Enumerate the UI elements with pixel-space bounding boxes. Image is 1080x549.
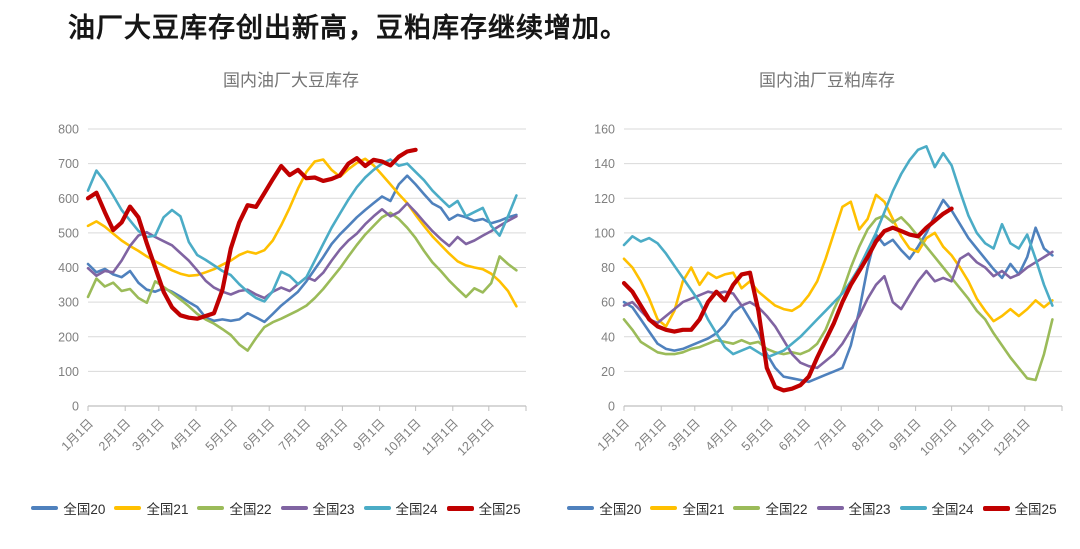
legend-item-全国24: 全国24	[363, 498, 438, 518]
x-axis-tick-label: 1月1日	[59, 416, 96, 453]
legend-swatch-全国25	[446, 505, 474, 511]
y-axis-tick-label: 120	[594, 192, 615, 206]
series-line-全国22	[622, 214, 1054, 382]
y-axis-tick-label: 60	[601, 296, 615, 310]
legend-label: 全国20	[63, 502, 106, 517]
legend-swatch-全国20	[31, 506, 59, 510]
series-line-全国25	[621, 206, 954, 393]
legend-item-全国22: 全国22	[197, 498, 272, 518]
x-axis-tick-label: 3月1日	[666, 416, 703, 453]
x-axis-tick-label: 6月1日	[240, 416, 277, 453]
legend-swatch-全国25	[982, 505, 1010, 511]
legend-item-全国21: 全国21	[650, 498, 724, 518]
legend-swatch-全国23	[816, 506, 844, 510]
series-line-全国20	[86, 174, 518, 324]
y-axis-tick-label: 40	[601, 330, 615, 344]
x-axis-tick-label: 2月1日	[632, 416, 669, 453]
chart-soybean-inventory: 国内油厂大豆库存 0 100 200 300 400 500 600 700 800 1月1日 2月…	[20, 68, 532, 518]
x-axis-tick-label: 12月1日	[455, 416, 497, 458]
legend-item-全国24: 全国24	[899, 498, 974, 518]
x-axis-tick-label: 7月1日	[276, 416, 313, 453]
y-axis-tick-label: 100	[58, 365, 79, 379]
legend-item-全国23: 全国23	[280, 498, 355, 518]
legend-swatch-全国22	[733, 506, 761, 510]
y-axis-tick-label: 100	[594, 226, 615, 240]
page-title: 油厂大豆库存创出新高，豆粕库存继续增加。	[68, 13, 628, 44]
legend-item-全国21: 全国21	[114, 498, 188, 518]
y-axis-tick-label: 140	[594, 157, 615, 171]
y-axis-tick-label: 400	[58, 261, 79, 275]
series-line-全国20	[622, 198, 1054, 384]
soybean-chart-legend: 全国20 全国21 全国22 全国23 全国24 全国25	[20, 498, 532, 518]
y-axis-tick-label: 0	[72, 400, 79, 414]
legend-label: 全国21	[682, 502, 725, 517]
chart-title-soymeal: 国内油厂豆粕库存	[759, 71, 895, 90]
series-line-全国25	[85, 147, 418, 321]
chart-title-soybean: 国内油厂大豆库存	[223, 71, 359, 90]
legend-swatch-全国21	[114, 506, 142, 510]
y-axis-tick-label: 20	[601, 365, 615, 379]
x-axis-tick-label: 11月1日	[419, 416, 461, 458]
legend-label: 全国21	[146, 502, 189, 517]
legend-label: 全国25	[478, 502, 521, 517]
y-axis-tick-label: 600	[58, 192, 79, 206]
legend-label: 全国24	[395, 502, 438, 517]
x-axis-tick-label: 10月1日	[381, 416, 423, 458]
legend-item-全国20: 全国20	[31, 498, 105, 518]
legend-item-全国25: 全国25	[446, 498, 521, 518]
series-line-全国21	[622, 193, 1054, 328]
legend-label: 全国23	[848, 502, 891, 517]
x-axis-tick-label: 2月1日	[96, 416, 133, 453]
x-axis-tick-label: 4月1日	[167, 416, 204, 453]
chart-soymeal-inventory: 国内油厂豆粕库存 0 20 40 60 80 100 120 140 160 1月1日 2月1日 3月…	[556, 68, 1068, 518]
legend-label: 全国25	[1014, 502, 1057, 517]
legend-swatch-全国20	[567, 506, 595, 510]
y-axis-tick-label: 800	[58, 123, 79, 137]
legend-label: 全国22	[765, 502, 808, 517]
y-axis-tick-label: 80	[601, 261, 615, 275]
x-axis-tick-label: 12月1日	[991, 416, 1033, 458]
y-axis-tick-label: 200	[58, 330, 79, 344]
legend-label: 全国24	[931, 502, 974, 517]
y-axis-tick-label: 700	[58, 157, 79, 171]
series-line-全国24	[86, 158, 518, 303]
legend-item-全国25: 全国25	[982, 498, 1057, 518]
x-axis-tick-label: 8月1日	[313, 416, 350, 453]
x-axis-tick-label: 7月1日	[812, 416, 849, 453]
y-axis-tick-label: 160	[594, 123, 615, 137]
legend-swatch-全国21	[650, 506, 678, 510]
soymeal-chart-legend: 全国20 全国21 全国22 全国23 全国24 全国25	[556, 498, 1068, 518]
legend-swatch-全国22	[197, 506, 225, 510]
x-axis-tick-label: 10月1日	[917, 416, 959, 458]
x-axis-tick-label: 6月1日	[776, 416, 813, 453]
legend-item-全国20: 全国20	[567, 498, 641, 518]
legend-swatch-全国24	[899, 506, 927, 510]
legend-swatch-全国23	[280, 506, 308, 510]
legend-label: 全国23	[312, 502, 355, 517]
legend-label: 全国22	[229, 502, 272, 517]
series-line-全国21	[86, 157, 518, 308]
x-axis-tick-label: 8月1日	[849, 416, 886, 453]
legend-item-全国22: 全国22	[733, 498, 808, 518]
series-line-全国24	[622, 144, 1054, 359]
y-axis-tick-label: 0	[608, 400, 615, 414]
x-axis-tick-label: 5月1日	[203, 416, 240, 453]
x-axis-tick-label: 3月1日	[130, 416, 167, 453]
legend-swatch-全国24	[363, 506, 391, 510]
x-axis-tick-label: 4月1日	[703, 416, 740, 453]
legend-item-全国23: 全国23	[816, 498, 891, 518]
y-axis-tick-label: 500	[58, 226, 79, 240]
legend-label: 全国20	[599, 502, 642, 517]
x-axis-tick-label: 11月1日	[955, 416, 997, 458]
x-axis-tick-label: 5月1日	[739, 416, 776, 453]
x-axis-tick-label: 1月1日	[595, 416, 632, 453]
y-axis-tick-label: 300	[58, 296, 79, 310]
